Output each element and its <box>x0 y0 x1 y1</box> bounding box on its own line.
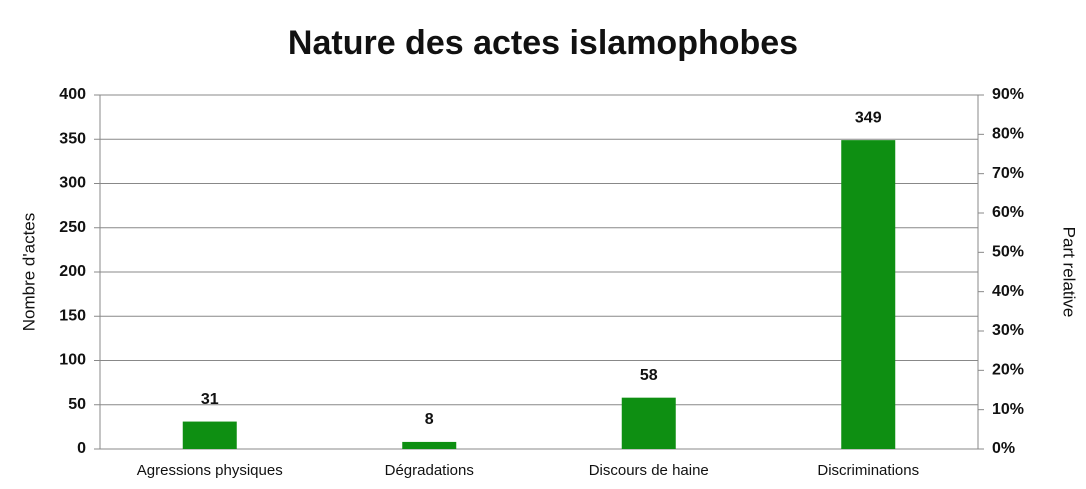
y2-tick-label: 90% <box>992 86 1024 103</box>
y2-tick-label: 0% <box>992 440 1015 457</box>
bar <box>621 397 676 449</box>
y-tick-label: 200 <box>59 263 86 280</box>
y-axis-label: Nombre d'actes <box>19 213 38 332</box>
y-tick-label: 350 <box>59 130 86 147</box>
bar <box>402 441 457 449</box>
y2-tick-label: 50% <box>992 244 1024 261</box>
y-tick-label: 400 <box>59 86 86 103</box>
y2-axis-label: Part relative <box>1060 227 1079 318</box>
x-tick-label: Discriminations <box>817 462 919 479</box>
data-label: 8 <box>425 411 434 428</box>
y2-tick-label: 30% <box>992 322 1024 339</box>
y2-tick-label: 40% <box>992 283 1024 300</box>
data-label: 31 <box>201 391 219 408</box>
y2-tick-label: 10% <box>992 401 1024 418</box>
y2-tick-label: 20% <box>992 362 1024 379</box>
y-tick-label: 250 <box>59 219 86 236</box>
y-tick-label: 150 <box>59 307 86 324</box>
bar <box>841 140 896 449</box>
bar <box>182 421 237 449</box>
y2-tick-label: 60% <box>992 204 1024 221</box>
y-tick-label: 300 <box>59 175 86 192</box>
data-label: 349 <box>855 109 882 126</box>
y-tick-label: 0 <box>77 440 86 457</box>
x-tick-label: Agressions physiques <box>137 462 283 479</box>
y2-tick-label: 70% <box>992 165 1024 182</box>
chart-title: Nature des actes islamophobes <box>288 24 798 62</box>
y2-tick-label: 80% <box>992 126 1024 143</box>
data-label: 58 <box>640 367 658 384</box>
x-tick-label: Discours de haine <box>589 462 709 479</box>
y-tick-label: 50 <box>68 396 86 413</box>
y-tick-label: 100 <box>59 352 86 369</box>
x-tick-label: Dégradations <box>385 462 474 479</box>
